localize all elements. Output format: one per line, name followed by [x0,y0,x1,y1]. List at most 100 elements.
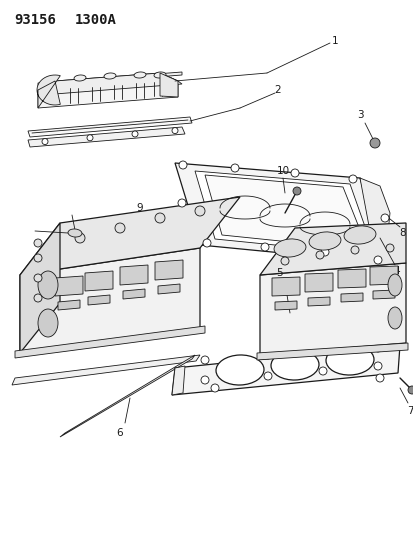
Polygon shape [38,73,182,95]
Circle shape [290,169,298,177]
Polygon shape [340,293,362,302]
Polygon shape [55,276,83,296]
Circle shape [178,161,187,169]
Ellipse shape [308,232,340,250]
Text: 8: 8 [399,228,405,238]
Ellipse shape [74,75,86,81]
Circle shape [34,239,42,247]
Ellipse shape [38,309,58,337]
Polygon shape [159,73,178,97]
Circle shape [407,386,413,394]
Ellipse shape [387,274,401,296]
Ellipse shape [134,72,146,78]
Polygon shape [195,171,374,255]
Circle shape [132,131,138,137]
Text: 1: 1 [331,36,337,46]
Ellipse shape [216,355,263,385]
Polygon shape [20,197,240,275]
Polygon shape [28,117,192,137]
Polygon shape [28,127,185,147]
Ellipse shape [273,239,305,257]
Ellipse shape [387,307,401,329]
Polygon shape [259,263,405,355]
Text: 9: 9 [136,203,143,213]
Circle shape [34,274,42,282]
Ellipse shape [325,345,373,375]
Circle shape [263,372,271,380]
Polygon shape [120,265,147,285]
Circle shape [315,251,323,259]
Circle shape [195,206,204,216]
Circle shape [373,344,381,352]
Polygon shape [58,300,80,310]
Polygon shape [123,289,145,299]
Polygon shape [372,290,394,299]
Circle shape [115,223,125,233]
Polygon shape [158,284,180,294]
Circle shape [320,248,328,256]
Circle shape [75,233,85,243]
Polygon shape [204,175,367,250]
Text: 7: 7 [406,406,412,416]
Circle shape [201,376,209,384]
Ellipse shape [154,72,166,78]
Circle shape [292,187,300,195]
Circle shape [202,239,211,247]
Polygon shape [369,266,397,285]
Text: 5: 5 [276,268,282,278]
Polygon shape [15,326,204,358]
Ellipse shape [104,73,116,79]
Polygon shape [20,223,60,353]
Circle shape [201,356,209,364]
Circle shape [211,384,218,392]
Circle shape [87,135,93,141]
Circle shape [373,256,381,264]
Polygon shape [154,260,183,280]
Text: 2: 2 [274,85,280,95]
Polygon shape [307,297,329,306]
Polygon shape [337,269,365,288]
Circle shape [260,243,268,251]
Ellipse shape [68,229,82,237]
Polygon shape [12,355,199,385]
Polygon shape [274,301,296,310]
Text: 1300A: 1300A [75,13,116,27]
Text: 4: 4 [393,266,399,276]
Circle shape [318,346,326,354]
Ellipse shape [343,226,375,244]
Circle shape [348,175,356,183]
Polygon shape [259,223,405,275]
Polygon shape [38,73,178,108]
Circle shape [385,244,393,252]
Circle shape [42,139,48,144]
Polygon shape [171,345,399,395]
Circle shape [318,367,326,375]
Circle shape [369,138,379,148]
Ellipse shape [38,271,58,299]
Circle shape [171,127,178,134]
Polygon shape [85,271,113,291]
Text: 93156: 93156 [14,13,56,27]
Circle shape [178,199,185,207]
Text: 10: 10 [276,166,289,176]
Circle shape [380,214,388,222]
Polygon shape [175,163,384,263]
Polygon shape [304,273,332,292]
Polygon shape [20,248,199,353]
Polygon shape [37,75,60,108]
Circle shape [230,164,238,172]
Polygon shape [60,355,195,437]
Text: 3: 3 [356,110,363,120]
Circle shape [154,213,165,223]
Circle shape [375,374,383,382]
Circle shape [263,351,271,359]
Circle shape [280,257,288,265]
Polygon shape [359,178,389,263]
Polygon shape [256,343,407,360]
Ellipse shape [271,350,318,380]
Polygon shape [88,295,110,305]
Polygon shape [171,366,185,395]
Polygon shape [38,72,182,86]
Text: 6: 6 [116,428,123,438]
Circle shape [34,254,42,262]
